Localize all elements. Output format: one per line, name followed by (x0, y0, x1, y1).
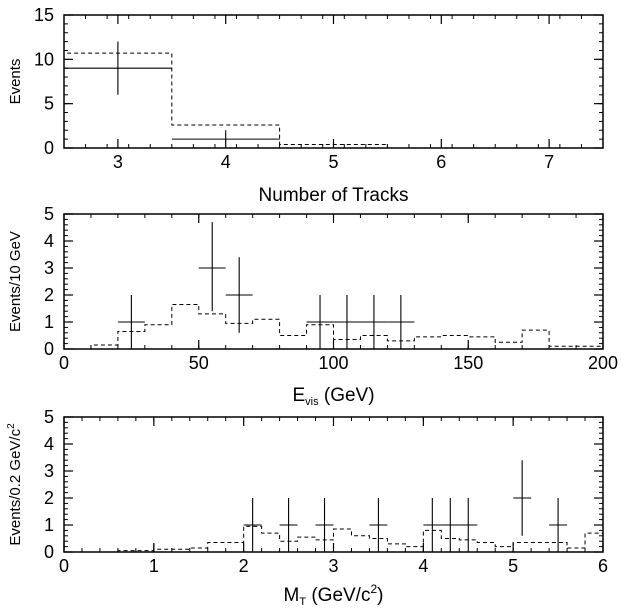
y-tick-label: 5 (44, 94, 54, 114)
y-tick-label: 1 (44, 515, 54, 535)
y-axis-label-main: Events/0.2 GeV/c (7, 428, 24, 545)
x-tick-label: 6 (598, 556, 608, 576)
data-point (171, 130, 280, 140)
x-tick-label: 150 (453, 353, 483, 373)
data-point (64, 41, 172, 95)
y-tick-label: 3 (44, 461, 54, 481)
y-tick-label: 4 (44, 231, 54, 251)
x-axis-label-sub: T (299, 596, 306, 608)
panel-1: 3 4 5 6 7 0 5 10 15 Events Number of Tracks (7, 5, 604, 206)
x-tick-label: 4 (221, 152, 231, 172)
data-point (117, 295, 145, 349)
plot-frame (63, 213, 604, 350)
y-tick-label: 4 (44, 434, 54, 454)
x-axis-label: Number of Tracks (259, 185, 409, 206)
x-axis-label: MT (GeV/c2) (284, 582, 384, 608)
panel-2: 0 50 100 150 200 0 1 2 3 4 5 Events/10 GeV Evis (GeV… (7, 204, 618, 408)
y-tick-label: 5 (44, 204, 54, 224)
x-axis-label-rest: (GeV/c (306, 585, 370, 606)
y-tick-label: 0 (44, 339, 54, 359)
x-axis-label: Evis (GeV) (292, 385, 374, 408)
x-axis-label-sup: 2 (370, 582, 377, 596)
y-axis-label: Events (7, 59, 24, 105)
x-tick-label: 4 (418, 556, 428, 576)
data-point (387, 295, 415, 349)
x-tick-label: 5 (328, 152, 338, 172)
x-tick-label: 5 (508, 556, 518, 576)
x-tick-label: 200 (588, 353, 618, 373)
x-tick-label: 2 (239, 556, 249, 576)
y-axis-label: Events/10 GeV (7, 231, 24, 332)
data-point (513, 460, 532, 536)
x-tick-label: 0 (59, 556, 69, 576)
x-axis-label-main: M (284, 585, 300, 606)
x-tick-label: 7 (544, 152, 554, 172)
x-axis-label-sub: vis (305, 396, 319, 408)
data-point (306, 295, 334, 349)
data-point (198, 222, 226, 312)
x-axis-label-main: E (292, 385, 305, 406)
data-point (459, 498, 478, 552)
data-point (333, 295, 361, 349)
data-point (243, 498, 262, 552)
x-tick-label: 1 (149, 556, 159, 576)
x-tick-label: 6 (436, 152, 446, 172)
y-tick-label: 1 (44, 312, 54, 332)
x-tick-label: 50 (189, 353, 209, 373)
data-point (549, 498, 568, 552)
x-tick-label: 3 (328, 556, 338, 576)
expected-histogram (117, 525, 604, 552)
data-point (369, 498, 388, 552)
data-point (315, 498, 334, 552)
y-tick-label: 2 (44, 285, 54, 305)
expected-histogram (90, 303, 604, 349)
x-tick-label: 100 (318, 353, 348, 373)
x-axis-label-rest: (GeV) (319, 385, 375, 406)
y-axis-label: Events/0.2 GeV/c2 (6, 423, 24, 546)
y-axis-label-sup: 2 (6, 423, 17, 429)
data-point (360, 295, 388, 349)
y-tick-label: 3 (44, 258, 54, 278)
data-point (279, 498, 298, 552)
data-point (441, 498, 460, 552)
y-tick-label: 0 (44, 542, 54, 562)
y-tick-label: 15 (34, 5, 54, 25)
y-tick-label: 5 (44, 407, 54, 427)
y-tick-label: 0 (44, 138, 54, 158)
plot-frame (63, 14, 604, 149)
y-tick-label: 10 (34, 49, 54, 69)
x-axis-label-end: ) (377, 585, 383, 606)
expected-histogram (63, 52, 388, 148)
x-tick-label: 3 (113, 152, 123, 172)
data-point (225, 257, 253, 333)
data-point (423, 498, 442, 552)
x-tick-label: 0 (59, 353, 69, 373)
y-tick-label: 2 (44, 488, 54, 508)
